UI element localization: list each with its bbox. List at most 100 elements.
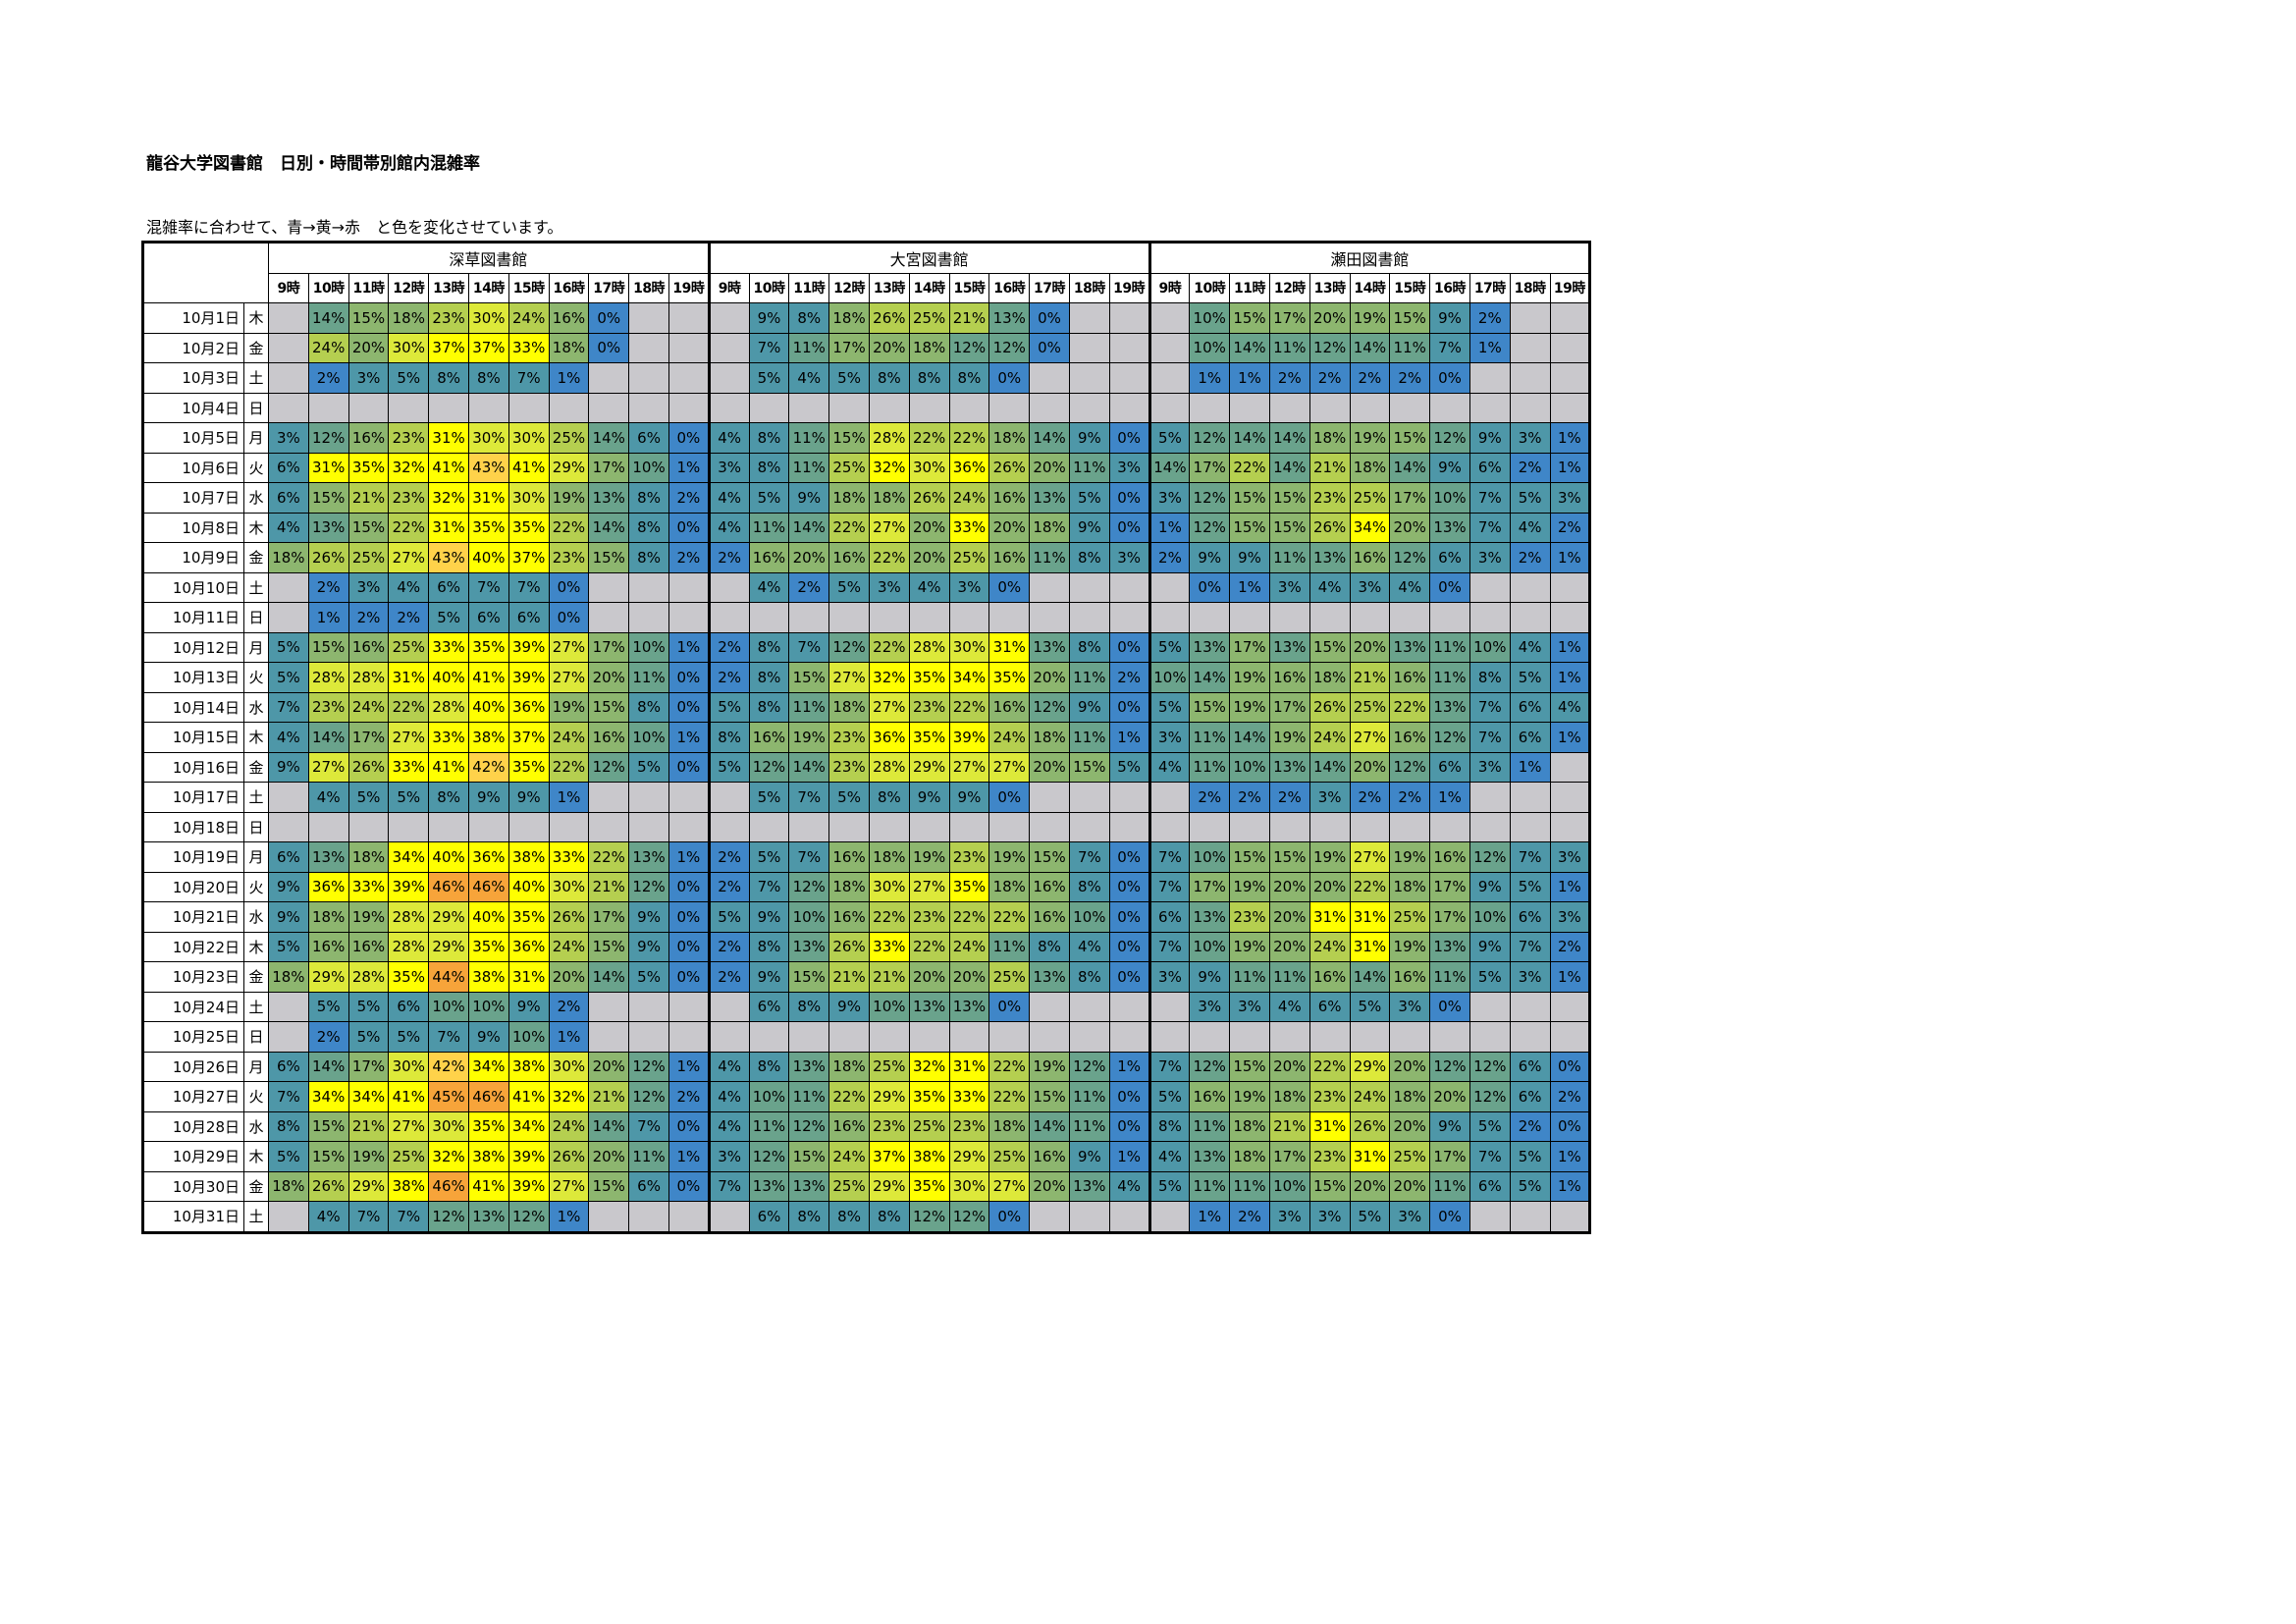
- rate-cell-seta: 0%: [1429, 1201, 1470, 1233]
- rate-cell-fukakusa: 29%: [428, 901, 469, 933]
- rate-cell-omiya: 0%: [1108, 901, 1150, 933]
- rate-cell-seta: [1468, 1201, 1511, 1233]
- rate-cell-omiya: 3%: [1108, 542, 1150, 573]
- rate-cell-omiya: 15%: [788, 662, 830, 693]
- rate-cell-omiya: 0%: [1108, 691, 1150, 723]
- rate-cell-omiya: 12%: [948, 1201, 990, 1233]
- rate-cell-fukakusa: 3%: [347, 571, 390, 603]
- rate-cell-fukakusa: 1%: [667, 722, 710, 753]
- rate-cell-omiya: [908, 392, 950, 423]
- rate-cell-omiya: 4%: [707, 1110, 750, 1142]
- rate-cell-omiya: 20%: [908, 512, 950, 543]
- rate-cell-fukakusa: 5%: [428, 602, 469, 633]
- rate-cell-seta: [1349, 1021, 1391, 1053]
- rate-cell-seta: 26%: [1308, 512, 1351, 543]
- date-cell: 10月16日: [142, 751, 244, 783]
- rate-cell-fukakusa: 2%: [307, 1021, 349, 1053]
- rate-cell-omiya: [908, 602, 950, 633]
- rate-cell-omiya: 9%: [748, 901, 790, 933]
- rate-cell-fukakusa: 10%: [628, 722, 669, 753]
- weekday-cell: 金: [243, 1170, 269, 1202]
- rate-cell-fukakusa: 21%: [588, 871, 630, 902]
- rate-cell-omiya: 8%: [948, 362, 990, 394]
- rate-cell-seta: 31%: [1349, 1141, 1391, 1172]
- rate-cell-seta: 31%: [1308, 901, 1351, 933]
- rate-cell-omiya: [988, 811, 1031, 842]
- rate-cell-seta: 17%: [1189, 452, 1231, 483]
- rate-cell-fukakusa: 7%: [347, 1201, 390, 1233]
- rate-cell-seta: 1%: [1549, 961, 1591, 993]
- rate-cell-fukakusa: 24%: [347, 691, 390, 723]
- rate-cell-seta: 12%: [1429, 422, 1470, 454]
- rate-cell-fukakusa: 1%: [667, 841, 710, 873]
- rate-cell-seta: [1468, 362, 1511, 394]
- rate-cell-seta: [1549, 782, 1591, 813]
- weekday-cell: 月: [243, 631, 269, 663]
- rate-cell-seta: 1%: [1549, 542, 1591, 573]
- rate-cell-seta: 12%: [1189, 482, 1231, 514]
- rate-cell-fukakusa: 30%: [548, 871, 590, 902]
- rate-cell-omiya: [828, 602, 870, 633]
- rate-cell-omiya: [1068, 302, 1110, 334]
- table-row: 10月31日土 4% 7% 7% 12% 13% 12% 1% 6% 8% 8% 8% 12% 12% 0%…: [142, 1201, 1591, 1233]
- rate-cell-seta: 7%: [1148, 871, 1191, 902]
- rate-cell-omiya: [1068, 1021, 1110, 1053]
- rate-cell-fukakusa: 45%: [428, 1081, 469, 1112]
- rate-cell-fukakusa: 15%: [307, 482, 349, 514]
- rate-cell-seta: 17%: [1268, 691, 1310, 723]
- rate-cell-seta: 0%: [1429, 571, 1470, 603]
- rate-cell-omiya: 8%: [748, 452, 790, 483]
- rate-cell-seta: 11%: [1189, 1170, 1231, 1202]
- library-name-fukakusa: 深草図書館: [268, 242, 710, 274]
- rate-cell-seta: 14%: [1229, 722, 1270, 753]
- rate-cell-omiya: 5%: [1108, 751, 1150, 783]
- rate-cell-fukakusa: 42%: [428, 1051, 469, 1082]
- rate-cell-seta: 5%: [1509, 1170, 1551, 1202]
- table-row: 10月29日木 5% 15% 19% 25% 32% 38% 39% 26% 20% 11% 1% 3%…: [142, 1141, 1591, 1172]
- rate-cell-seta: 12%: [1468, 1081, 1511, 1112]
- rate-cell-seta: 7%: [1509, 841, 1551, 873]
- table-row: 10月7日水 6% 15% 21% 23% 32% 31% 30% 19% 13% 8% 2% 4% 5%…: [142, 482, 1591, 514]
- rate-cell-seta: 25%: [1389, 901, 1431, 933]
- rate-cell-omiya: 5%: [828, 571, 870, 603]
- rate-cell-fukakusa: 46%: [467, 871, 509, 902]
- rate-cell-omiya: 16%: [988, 542, 1031, 573]
- rate-cell-fukakusa: 29%: [307, 961, 349, 993]
- rate-cell-omiya: [948, 602, 990, 633]
- rate-cell-omiya: 13%: [788, 1051, 830, 1082]
- rate-cell-omiya: [1108, 362, 1150, 394]
- hour-header-omiya: 9時: [707, 272, 750, 303]
- rate-cell-seta: 9%: [1189, 542, 1231, 573]
- rate-cell-omiya: 36%: [948, 452, 990, 483]
- weekday-cell: 水: [243, 901, 269, 933]
- rate-cell-omiya: 14%: [1029, 422, 1070, 454]
- rate-cell-fukakusa: 5%: [388, 1021, 430, 1053]
- rate-cell-fukakusa: 8%: [467, 362, 509, 394]
- rate-cell-fukakusa: 18%: [268, 961, 309, 993]
- rate-cell-omiya: 1%: [1108, 1051, 1150, 1082]
- rate-cell-seta: 10%: [1268, 1170, 1310, 1202]
- rate-cell-fukakusa: 8%: [428, 362, 469, 394]
- rate-cell-seta: 3%: [1509, 961, 1551, 993]
- rate-cell-fukakusa: 4%: [307, 782, 349, 813]
- rate-cell-fukakusa: 17%: [588, 452, 630, 483]
- rate-cell-seta: 15%: [1308, 1170, 1351, 1202]
- rate-cell-seta: 4%: [1308, 571, 1351, 603]
- rate-cell-fukakusa: [507, 811, 550, 842]
- rate-cell-fukakusa: 14%: [307, 302, 349, 334]
- rate-cell-seta: 20%: [1308, 871, 1351, 902]
- hour-header-omiya: 10時: [748, 272, 790, 303]
- rate-cell-seta: 5%: [1349, 1201, 1391, 1233]
- rate-cell-omiya: [788, 1021, 830, 1053]
- rate-cell-seta: 18%: [1308, 422, 1351, 454]
- rate-cell-seta: 1%: [1189, 362, 1231, 394]
- rate-cell-omiya: 11%: [788, 452, 830, 483]
- rate-cell-omiya: [1068, 811, 1110, 842]
- rate-cell-omiya: 16%: [748, 542, 790, 573]
- rate-cell-omiya: [828, 811, 870, 842]
- congestion-table: 深草図書館 大宮図書館 瀬田図書館 9時 10時 11時 12時 13時 14時 15時 16…: [141, 241, 1592, 1234]
- rate-cell-omiya: 0%: [988, 991, 1031, 1022]
- rate-cell-omiya: [1068, 362, 1110, 394]
- rate-cell-fukakusa: 6%: [268, 1051, 309, 1082]
- weekday-cell: 日: [243, 811, 269, 842]
